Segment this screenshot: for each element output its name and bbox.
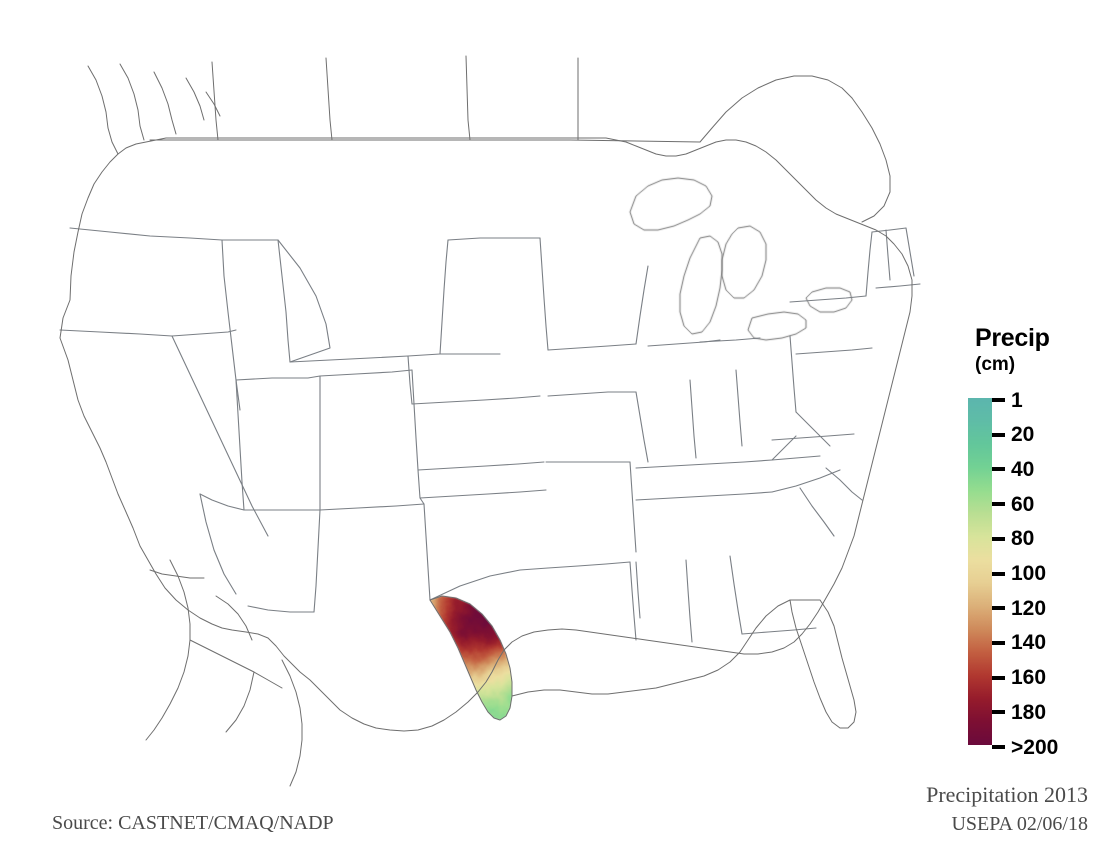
map-raster-area xyxy=(0,0,960,790)
legend-tick-mark xyxy=(992,606,1005,611)
legend-tick-mark xyxy=(992,467,1005,472)
figure-title: Precipitation 2013 xyxy=(926,782,1088,807)
precipitation-raster-canvas xyxy=(0,0,960,790)
legend-tick-list: 1 20 40 60 80 100 120 140 160 180 >200 xyxy=(963,326,1100,759)
legend: Precip (cm) 1 20 40 60 80 100 120 140 160 180 >200 xyxy=(963,324,1100,759)
legend-tick-label: 1 xyxy=(1011,388,1023,412)
legend-tick-label: 120 xyxy=(1011,596,1047,620)
legend-tick-mark xyxy=(992,398,1005,402)
legend-tick-label: 140 xyxy=(1011,631,1047,655)
legend-tick-mark xyxy=(992,536,1005,541)
legend-tick-mark xyxy=(992,675,1005,680)
legend-tick-mark xyxy=(992,710,1005,715)
legend-tick-label: 40 xyxy=(1011,457,1035,481)
legend-tick-label: 80 xyxy=(1011,527,1035,551)
data-source-note: Source: CASTNET/CMAQ/NADP xyxy=(52,812,334,834)
legend-tick-mark xyxy=(992,502,1005,507)
legend-tick-label: 100 xyxy=(1011,562,1047,585)
legend-tick-mark xyxy=(992,571,1005,576)
legend-tick-label: >200 xyxy=(1011,735,1059,759)
legend-tick-mark xyxy=(992,745,1005,749)
colorbar-gradient xyxy=(968,398,992,745)
legend-units: (cm) xyxy=(975,354,1016,375)
legend-title: Precip xyxy=(975,324,1050,352)
legend-tick-label: 20 xyxy=(1011,423,1035,447)
legend-tick-label: 180 xyxy=(1011,700,1047,724)
legend-tick-label: 60 xyxy=(1011,492,1035,516)
legend-tick-mark xyxy=(992,432,1005,437)
agency-stamp: USEPA 02/06/18 xyxy=(951,813,1088,835)
legend-tick-mark xyxy=(992,640,1005,645)
legend-tick-label: 160 xyxy=(1011,666,1047,690)
